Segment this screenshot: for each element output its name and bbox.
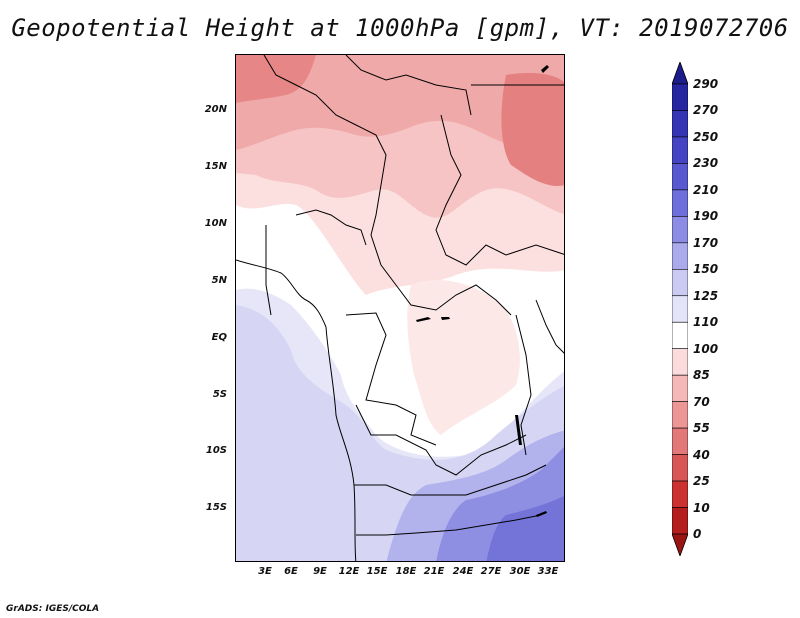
lon-label-24e: 24E — [452, 566, 474, 577]
colorbar-level-label: 10 — [693, 500, 710, 515]
map-panel — [235, 54, 565, 562]
boundary-lines — [236, 55, 564, 561]
colorbar-level-label: 290 — [693, 77, 719, 91]
border-south-3 — [356, 514, 542, 536]
colorbar-swatch — [672, 454, 688, 482]
lat-label-eq: EQ — [211, 332, 227, 343]
colorbar-swatch — [672, 295, 688, 323]
lat-label-5s: 5S — [212, 389, 227, 400]
lat-label-5n: 5N — [211, 275, 227, 286]
field-band-55-west — [236, 55, 316, 103]
colorbar-level-label: 100 — [693, 341, 719, 356]
lon-label-27e: 27E — [480, 566, 502, 577]
colorbar-swatch — [672, 136, 688, 164]
colorbar-swatch-top — [672, 62, 688, 85]
coastline-west-africa — [236, 259, 327, 328]
colorbar-level-label: 85 — [693, 368, 710, 383]
colorbar-level-label: 250 — [693, 129, 719, 144]
lake-marks — [416, 65, 549, 517]
colorbar-level-label: 40 — [693, 447, 710, 462]
lat-label-10s: 10S — [205, 445, 227, 456]
colorbar-swatch — [672, 401, 688, 429]
lat-label-10n: 10N — [204, 218, 227, 229]
field-band-55-east — [501, 73, 564, 186]
lat-label-15s: 15S — [205, 502, 227, 513]
lon-label-12e: 12E — [338, 566, 360, 577]
colorbar-swatch — [672, 480, 688, 508]
lake-mark-4 — [536, 511, 547, 517]
field-band-100-interior — [407, 280, 520, 435]
border-south-1 — [355, 404, 527, 476]
colorbar-swatch — [672, 348, 688, 376]
lake-mark-1 — [416, 317, 431, 322]
colorbar-swatch — [672, 507, 688, 535]
border-north-1 — [263, 55, 387, 186]
lat-label-20n: 20N — [204, 104, 227, 115]
lat-label-15n: 15N — [204, 161, 227, 172]
colorbar-level-label: 230 — [693, 156, 719, 171]
colorbar-swatch — [672, 163, 688, 191]
lake-mark-3 — [515, 415, 522, 445]
colorbar-swatch — [672, 321, 688, 350]
lon-label-30e: 30E — [509, 566, 531, 577]
lon-label-15e: 15E — [366, 566, 388, 577]
colorbar-level-label: 125 — [693, 288, 719, 303]
colorbar-swatch — [672, 242, 688, 270]
colorbar-swatch — [672, 427, 688, 455]
colorbar-level-label: 55 — [693, 421, 710, 436]
colorbar-swatch — [672, 268, 688, 297]
border-north-2 — [345, 55, 472, 116]
lon-label-21e: 21E — [423, 566, 445, 577]
lon-label-9e: 9E — [313, 566, 327, 577]
colorbar-swatch — [672, 110, 688, 138]
chart-title: Geopotential Height at 1000hPa [gpm], VT… — [11, 14, 789, 42]
border-south-2 — [354, 464, 547, 496]
colorbar-level-label: 190 — [693, 209, 719, 224]
footer-credit: GrADS: IGES/COLA — [6, 604, 100, 614]
colorbar-level-label: 70 — [693, 394, 710, 409]
border-central-1 — [370, 184, 512, 316]
border-central-2 — [295, 209, 367, 246]
field-band-70 — [236, 55, 564, 150]
lon-label-18e: 18E — [395, 566, 417, 577]
border-east-3 — [535, 299, 564, 354]
colorbar-level-label: 110 — [693, 315, 719, 330]
lake-mark-5 — [541, 65, 549, 73]
lon-label-6e: 6E — [284, 566, 298, 577]
map-field — [236, 55, 564, 561]
lake-mark-2 — [441, 317, 450, 320]
colorbar-swatch — [672, 83, 688, 111]
colorbar-level-label: 270 — [693, 103, 719, 118]
colorbar-swatch — [672, 374, 688, 402]
border-west — [265, 225, 272, 316]
border-east-1 — [435, 114, 564, 266]
colorbar-swatch — [672, 216, 688, 244]
colorbar-level-label: 25 — [693, 474, 710, 489]
colorbar-swatch-bottom — [672, 533, 688, 556]
colorbar-level-label: 170 — [693, 235, 719, 250]
colorbar-level-label: 150 — [693, 262, 719, 277]
border-central-3 — [345, 312, 437, 446]
lon-label-3e: 3E — [258, 566, 272, 577]
colorbar-level-label: 210 — [693, 182, 719, 197]
colorbar — [672, 62, 688, 556]
colorbar-level-label: 0 — [693, 527, 702, 541]
colorbar-swatch — [672, 189, 688, 217]
border-east-2 — [515, 314, 532, 456]
coastline-southwest — [325, 326, 357, 561]
lon-label-33e: 33E — [537, 566, 559, 577]
